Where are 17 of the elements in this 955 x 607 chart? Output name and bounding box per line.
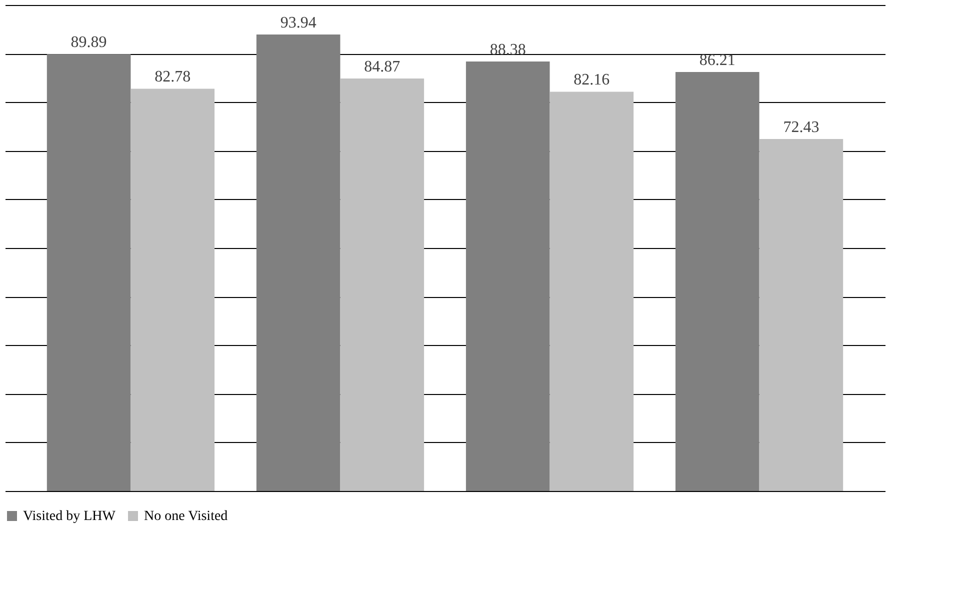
bar xyxy=(675,72,760,491)
bar xyxy=(550,92,634,491)
data-label: 72.43 xyxy=(783,118,820,136)
legend-label: No one Visited xyxy=(144,509,228,524)
bar xyxy=(340,78,424,491)
bar xyxy=(466,61,550,491)
data-label: 82.16 xyxy=(574,72,610,89)
data-label: 86.21 xyxy=(699,52,736,70)
legend-label: Visited by LHW xyxy=(23,509,116,524)
bar xyxy=(46,54,131,491)
bar xyxy=(130,88,215,491)
data-label: 89.89 xyxy=(70,34,107,52)
bar xyxy=(759,138,844,491)
data-label: 93.94 xyxy=(280,14,316,32)
data-label: 84.87 xyxy=(364,58,400,76)
bar xyxy=(256,34,340,491)
data-label: 82.78 xyxy=(154,68,191,86)
